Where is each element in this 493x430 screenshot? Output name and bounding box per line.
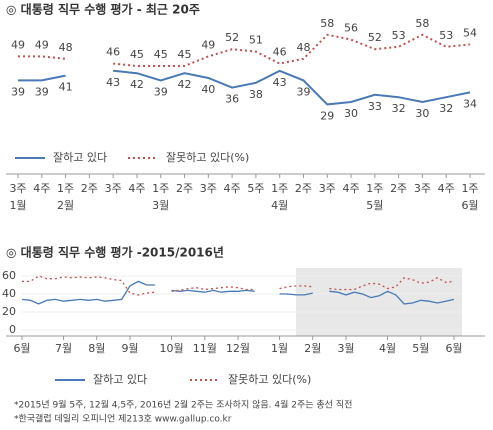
x-tick-label: 3주 — [319, 182, 336, 195]
x-month-label: 6월 — [461, 199, 478, 212]
x-tick-label: 3주 — [414, 182, 431, 195]
value-label: 38 — [249, 88, 263, 101]
x-tick-label: 3주 — [9, 182, 26, 195]
value-label: 32 — [439, 102, 453, 115]
x-tick-label: 1주 — [461, 182, 478, 195]
x-tick-label: 2주 — [295, 182, 312, 195]
chart-title: ◎ 대통령 직무 수행 평가 - 최근 20주 — [6, 2, 200, 17]
x-tick-label: 4월 — [379, 342, 396, 355]
x-month-label: 4월 — [271, 199, 288, 212]
y-tick-label: 0 — [9, 323, 16, 336]
value-label: 42 — [178, 78, 192, 91]
x-tick-label: 2주 — [390, 182, 407, 195]
x-tick-label: 5주 — [247, 182, 264, 195]
chart-title: ◎ 대통령 직무 수행 평가 -2015/2016년 — [6, 245, 224, 260]
value-label: 49 — [35, 38, 49, 51]
x-tick-label: 3주 — [105, 182, 122, 195]
x-tick-label: 9월 — [121, 342, 138, 355]
x-tick-label: 4주 — [438, 182, 455, 195]
value-label: 39 — [35, 85, 49, 98]
legend-label: 잘못하고 있다(%) — [228, 372, 311, 386]
value-label: 32 — [392, 102, 406, 115]
value-label: 39 — [296, 85, 310, 98]
x-tick-label: 4주 — [224, 182, 241, 195]
legend-label: 잘하고 있다 — [93, 372, 147, 386]
value-label: 48 — [296, 41, 310, 54]
value-label: 46 — [273, 46, 287, 59]
x-tick-label: 4주 — [33, 182, 50, 195]
x-tick-label: 12월 — [226, 342, 250, 355]
x-tick-label: 1주 — [271, 182, 288, 195]
x-tick-label: 3월 — [337, 342, 354, 355]
x-tick-label: 10월 — [159, 342, 183, 355]
x-tick-label: 2월 — [304, 342, 321, 355]
footnote: *2015년 9월 5주, 12월 4,5주, 2016년 2월 2주는 조사하… — [14, 399, 352, 411]
x-tick-label: 6월 — [445, 342, 462, 355]
value-label: 39 — [154, 85, 168, 98]
value-label: 51 — [249, 34, 263, 47]
value-label: 33 — [368, 100, 382, 113]
value-label: 43 — [273, 76, 287, 89]
y-tick-label: 60 — [2, 269, 16, 282]
value-label: 58 — [415, 17, 429, 30]
footnote: *한국갤럽 데일리 오피니언 제213호 www.gallup.co.kr — [14, 413, 232, 425]
x-month-label: 5월 — [366, 199, 383, 212]
x-tick-label: 4주 — [342, 182, 359, 195]
x-tick-label: 1주 — [152, 182, 169, 195]
legend-label: 잘하고 있다 — [53, 150, 107, 164]
x-tick-label: 2주 — [176, 182, 193, 195]
x-tick-label: 2주 — [81, 182, 98, 195]
value-label: 29 — [320, 109, 334, 122]
value-label: 53 — [392, 29, 406, 42]
value-label: 46 — [106, 46, 120, 59]
legend-label: 잘못하고 있다(%) — [166, 150, 249, 164]
x-tick-label: 1주 — [57, 182, 74, 195]
y-tick-label: 40 — [2, 287, 16, 300]
value-label: 43 — [106, 76, 120, 89]
x-tick-label: 8월 — [88, 342, 105, 355]
value-label: 49 — [11, 38, 25, 51]
value-label: 39 — [11, 85, 25, 98]
x-month-label: 1월 — [9, 199, 26, 212]
x-tick-label: 4주 — [128, 182, 145, 195]
value-label: 56 — [344, 22, 358, 35]
value-label: 34 — [463, 97, 477, 110]
value-label: 45 — [130, 48, 144, 61]
value-label: 30 — [415, 107, 429, 120]
value-label: 53 — [439, 29, 453, 42]
value-label: 45 — [154, 48, 168, 61]
x-tick-label: 1주 — [366, 182, 383, 195]
value-label: 45 — [178, 48, 192, 61]
x-tick-label: 1월 — [271, 342, 288, 355]
value-label: 48 — [59, 41, 73, 54]
value-label: 58 — [320, 17, 334, 30]
value-label: 49 — [201, 38, 215, 51]
value-label: 30 — [344, 107, 358, 120]
x-tick-label: 11월 — [193, 342, 217, 355]
x-tick-label: 3주 — [200, 182, 217, 195]
value-label: 41 — [59, 81, 73, 94]
value-label: 42 — [130, 78, 144, 91]
x-tick-label: 7월 — [55, 342, 72, 355]
x-tick-label: 5월 — [412, 342, 429, 355]
value-label: 52 — [368, 31, 382, 44]
value-label: 40 — [201, 83, 215, 96]
x-tick-label: 6월 — [13, 342, 30, 355]
value-label: 54 — [463, 26, 477, 39]
x-month-label: 3월 — [152, 199, 169, 212]
series-line — [18, 69, 471, 106]
value-label: 52 — [225, 31, 239, 44]
y-tick-label: 20 — [2, 305, 16, 318]
value-label: 36 — [225, 93, 239, 106]
series-line — [21, 280, 455, 305]
x-month-label: 2월 — [57, 199, 74, 212]
